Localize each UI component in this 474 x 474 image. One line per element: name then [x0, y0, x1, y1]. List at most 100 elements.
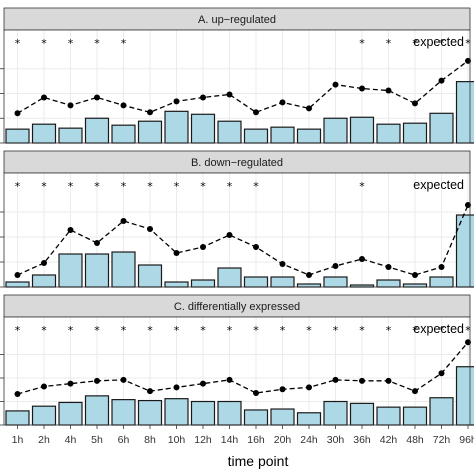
expected-point-72h	[438, 264, 445, 270]
significance-star: *	[359, 180, 365, 193]
bar-8h	[137, 264, 163, 288]
expected-label: expected	[413, 178, 464, 192]
expected-label: expected	[413, 35, 464, 49]
bar-6h	[111, 399, 136, 426]
expected-point-30h	[332, 81, 339, 88]
expected-point-14h	[226, 91, 233, 98]
bar-2h	[31, 274, 57, 288]
significance-star: *	[359, 324, 365, 337]
expected-point-16h	[253, 390, 259, 397]
bar-8h	[137, 120, 163, 144]
expected-point-5h	[94, 240, 100, 246]
expected-point-5h	[94, 94, 100, 101]
bar-14h	[217, 267, 242, 288]
expected-point-16h	[253, 244, 259, 250]
expected-point-48h	[412, 272, 418, 278]
bar-14h	[217, 400, 242, 426]
expected-point-30h	[332, 376, 339, 383]
expected-point-6h	[120, 102, 127, 109]
expected-point-8h	[147, 109, 153, 116]
significance-star: *	[41, 180, 47, 193]
x-tick-label-12h: 12h	[194, 434, 212, 446]
significance-star: *	[412, 37, 418, 50]
x-axis-title: time point	[228, 453, 289, 469]
panel-b: B. down−regulated * * * * * * * * * * * expected	[0, 150, 474, 288]
bar-5h	[84, 395, 110, 426]
expected-point-4h	[67, 102, 74, 109]
bar-4h	[58, 127, 83, 144]
significance-star: *	[15, 37, 21, 50]
expected-point-36h	[359, 256, 365, 262]
bar-48h	[402, 283, 428, 288]
bar-12h	[190, 400, 216, 426]
expected-point-20h	[279, 99, 286, 106]
expected-point-30h	[332, 263, 339, 269]
x-tick-label-72h: 72h	[433, 434, 451, 446]
bar-24h	[296, 412, 322, 426]
bar-6h	[111, 251, 136, 288]
significance-star: *	[41, 37, 47, 50]
bar-10h	[164, 110, 189, 144]
expected-point-6h	[120, 218, 127, 224]
panel-title: B. down−regulated	[191, 157, 283, 169]
bar-24h	[296, 283, 322, 288]
significance-star: *	[41, 324, 47, 337]
expected-point-2h	[41, 383, 47, 390]
expected-point-10h	[173, 384, 180, 391]
x-tick-label-6h: 6h	[118, 434, 130, 446]
bar-20h	[270, 408, 295, 426]
bar-8h	[137, 399, 163, 426]
expected-point-10h	[173, 98, 180, 105]
expected-line	[17, 341, 469, 395]
expected-point-72h	[438, 370, 445, 377]
significance-star: *	[174, 180, 180, 193]
bar-10h	[164, 398, 189, 426]
x-tick-label-48h: 48h	[406, 434, 424, 446]
x-tick-label-5h: 5h	[91, 434, 103, 446]
significance-star: *	[174, 324, 180, 337]
expected-point-4h	[67, 227, 74, 233]
significance-star: *	[333, 324, 339, 337]
significance-star: *	[94, 324, 100, 337]
panel-title: A. up−regulated	[198, 14, 276, 26]
expected-line	[17, 204, 469, 276]
bar-72h	[429, 397, 454, 426]
expected-point-36h	[359, 377, 365, 384]
x-tick-label-30h: 30h	[327, 434, 345, 446]
expected-point-20h	[279, 386, 286, 393]
expected-point-42h	[385, 87, 392, 94]
expected-point-14h	[226, 232, 233, 238]
x-tick-label-2h: 2h	[38, 434, 50, 446]
expected-label: expected	[413, 322, 464, 336]
expected-point-1h	[14, 110, 21, 117]
bar-12h	[190, 279, 216, 288]
bar-10h	[164, 281, 189, 288]
x-tick-label-14h: 14h	[221, 434, 239, 446]
significance-star: *	[121, 37, 127, 50]
expected-point-16h	[253, 109, 259, 116]
x-tick-label-42h: 42h	[380, 434, 398, 446]
panel-a: A. up−regulated* * * * * * * * * *expected	[0, 7, 474, 144]
significance-star: *	[121, 324, 127, 337]
bar-48h	[402, 122, 428, 144]
bar-14h	[217, 120, 242, 144]
bar-42h	[376, 123, 401, 144]
bar-2h	[31, 123, 57, 144]
x-tick-label-10h: 10h	[168, 434, 186, 446]
panel-title: C. differentially expressed	[174, 301, 300, 313]
bar-4h	[58, 253, 83, 288]
significance-star: *	[15, 180, 21, 193]
significance-star: *	[121, 180, 127, 193]
bar-2h	[31, 405, 57, 426]
bar-96h	[455, 81, 474, 144]
bar-1h	[5, 281, 30, 288]
bar-30h	[323, 400, 348, 426]
expected-point-2h	[41, 94, 47, 101]
x-tick-label-16h: 16h	[247, 434, 265, 446]
significance-star: *	[465, 324, 471, 337]
bar-16h	[243, 128, 269, 144]
significance-star: *	[227, 180, 233, 193]
bar-30h	[323, 276, 348, 288]
significance-star: *	[253, 180, 259, 193]
expected-point-72h	[438, 77, 445, 84]
